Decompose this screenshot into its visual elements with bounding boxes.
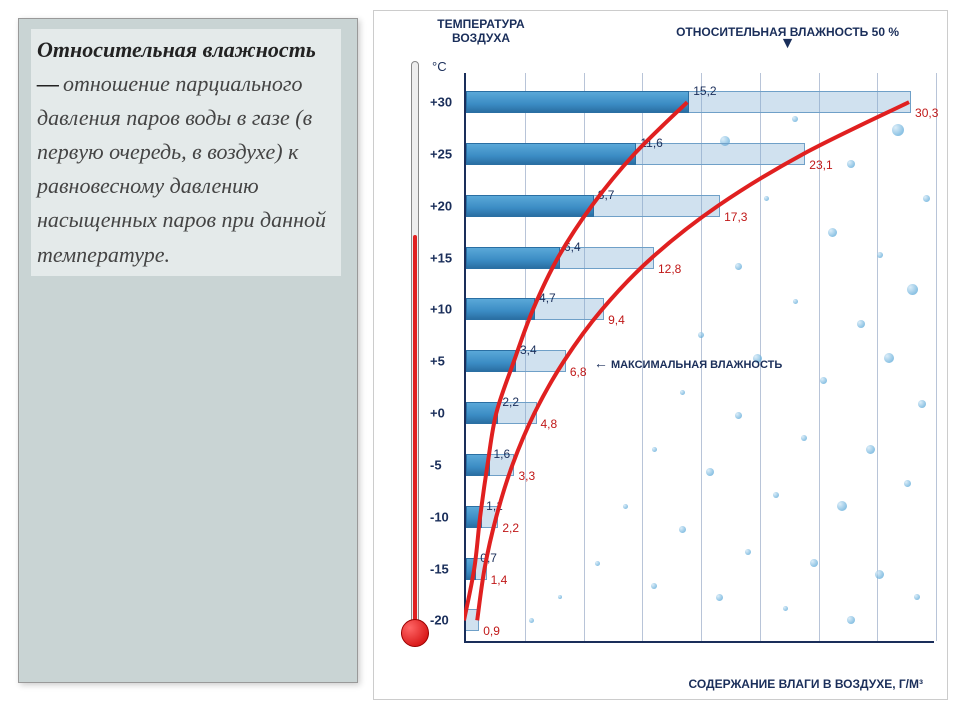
bar-rh50: [466, 454, 490, 476]
y-tick: +10: [430, 302, 452, 317]
bar-rh50: [466, 506, 482, 528]
definition-rest: отношение парциального давления паров во…: [37, 71, 326, 266]
value-label-solid: 4,7: [539, 291, 556, 305]
value-label-solid: 0,7: [480, 551, 497, 565]
bar-rh50: [466, 247, 560, 269]
y-axis-title: ТЕМПЕРАТУРА ВОЗДУХА: [426, 17, 536, 46]
value-label-solid: 1,1: [486, 499, 503, 513]
value-label-max: 12,8: [658, 262, 681, 276]
value-label-max: 4,8: [541, 417, 558, 431]
value-label-max: 2,2: [502, 521, 519, 535]
value-label-solid: 1,6: [494, 447, 511, 461]
bar-rh50: [466, 143, 636, 165]
value-label-solid: 11,6: [640, 136, 662, 150]
value-label-solid: 2,2: [502, 395, 519, 409]
rh50-label: ОТНОСИТЕЛЬНАЯ ВЛАЖНОСТЬ 50 % ▼: [676, 25, 899, 49]
y-tick: -20: [430, 613, 449, 628]
value-label-max: 3,3: [518, 469, 535, 483]
bar-rh50: [466, 298, 535, 320]
value-label-max: 30,3: [915, 106, 938, 120]
value-label-solid: 3,4: [520, 343, 537, 357]
unit-celsius: °C: [432, 59, 447, 74]
y-tick: -5: [430, 457, 442, 472]
definition-text: Относительная влажность — отношение парц…: [31, 29, 341, 276]
value-label-solid: 6,4: [564, 240, 581, 254]
value-label-max: 23,1: [809, 158, 832, 172]
y-tick: +15: [430, 250, 452, 265]
x-axis-title: СОДЕРЖАНИЕ ВЛАГИ В ВОЗДУХЕ, Г/М³: [689, 677, 923, 691]
definition-panel: Относительная влажность — отношение парц…: [18, 18, 358, 683]
y-tick: +5: [430, 354, 445, 369]
y-tick: +0: [430, 406, 445, 421]
y-tick: -10: [430, 509, 449, 524]
y-tick: +20: [430, 198, 452, 213]
value-label-max: 1,4: [491, 573, 508, 587]
bar-max-humidity: [466, 609, 479, 631]
bar-rh50: [466, 195, 594, 217]
thermometer-icon: [404, 61, 426, 641]
value-label-max: 6,8: [570, 365, 587, 379]
bar-rh50: [466, 350, 516, 372]
value-label-solid: 8,7: [598, 188, 615, 202]
max-humidity-label: ← МАКСИМАЛЬНАЯ ВЛАЖНОСТЬ: [594, 355, 782, 371]
value-label-solid: 15,2: [693, 84, 716, 98]
bar-rh50: [466, 558, 476, 580]
bar-max-humidity: [689, 91, 911, 113]
bar-rh50: [466, 91, 689, 113]
value-label-max: 9,4: [608, 313, 625, 327]
y-tick: -15: [430, 561, 449, 576]
value-label-max: 0,9: [483, 624, 500, 638]
y-tick: +25: [430, 146, 452, 161]
value-label-max: 17,3: [724, 210, 747, 224]
humidity-chart: ТЕМПЕРАТУРА ВОЗДУХА ОТНОСИТЕЛЬНАЯ ВЛАЖНО…: [373, 10, 948, 700]
y-tick: +30: [430, 95, 452, 110]
bar-rh50: [466, 402, 498, 424]
